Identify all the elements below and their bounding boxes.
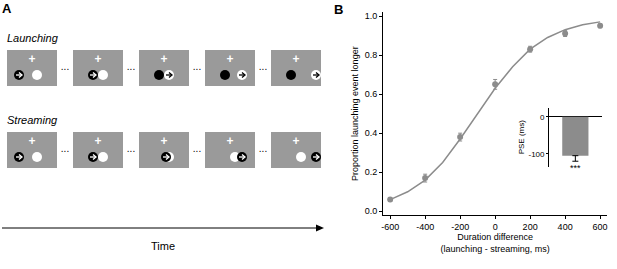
svg-text:0: 0	[493, 222, 498, 232]
svg-text:+: +	[94, 52, 101, 66]
svg-text:1.0: 1.0	[365, 11, 378, 21]
svg-text:600: 600	[593, 222, 608, 232]
svg-text:0: 0	[540, 113, 545, 122]
svg-text:400: 400	[558, 222, 573, 232]
svg-text:...: ...	[61, 143, 69, 154]
svg-text:...: ...	[193, 61, 201, 72]
svg-text:A: A	[2, 1, 12, 16]
svg-text:Proportion launching event lon: Proportion launching event longer	[350, 46, 360, 181]
svg-text:...: ...	[61, 61, 69, 72]
svg-text:-400: -400	[416, 222, 434, 232]
svg-text:0.6: 0.6	[365, 89, 378, 99]
svg-text:+: +	[28, 134, 35, 148]
svg-text:200: 200	[523, 222, 538, 232]
svg-text:-600: -600	[381, 222, 399, 232]
svg-text:+: +	[28, 52, 35, 66]
svg-text:-200: -200	[451, 222, 469, 232]
svg-text:-100: -100	[529, 150, 546, 159]
svg-text:...: ...	[127, 143, 135, 154]
svg-text:0.2: 0.2	[365, 167, 378, 177]
svg-text:Streaming: Streaming	[7, 114, 58, 126]
svg-text:0.4: 0.4	[365, 128, 378, 138]
svg-text:...: ...	[127, 61, 135, 72]
svg-text:...: ...	[193, 143, 201, 154]
svg-text:+: +	[292, 52, 299, 66]
svg-text:Time: Time	[151, 240, 175, 252]
svg-text:...: ...	[259, 61, 267, 72]
svg-text:0.8: 0.8	[365, 50, 378, 60]
svg-text:+: +	[160, 134, 167, 148]
svg-text:B: B	[334, 2, 343, 17]
svg-text:+: +	[94, 134, 101, 148]
svg-text:Duration difference(launching: Duration difference(launching - streamin…	[441, 232, 550, 254]
svg-text:0.0: 0.0	[365, 206, 378, 216]
svg-text:...: ...	[259, 143, 267, 154]
svg-text:+: +	[160, 52, 167, 66]
svg-text:Launching: Launching	[7, 32, 59, 44]
svg-text:+: +	[292, 134, 299, 148]
svg-text:+: +	[226, 134, 233, 148]
svg-text:***: ***	[570, 163, 581, 173]
svg-text:+: +	[226, 52, 233, 66]
svg-text:PSE (ms): PSE (ms)	[517, 120, 526, 155]
